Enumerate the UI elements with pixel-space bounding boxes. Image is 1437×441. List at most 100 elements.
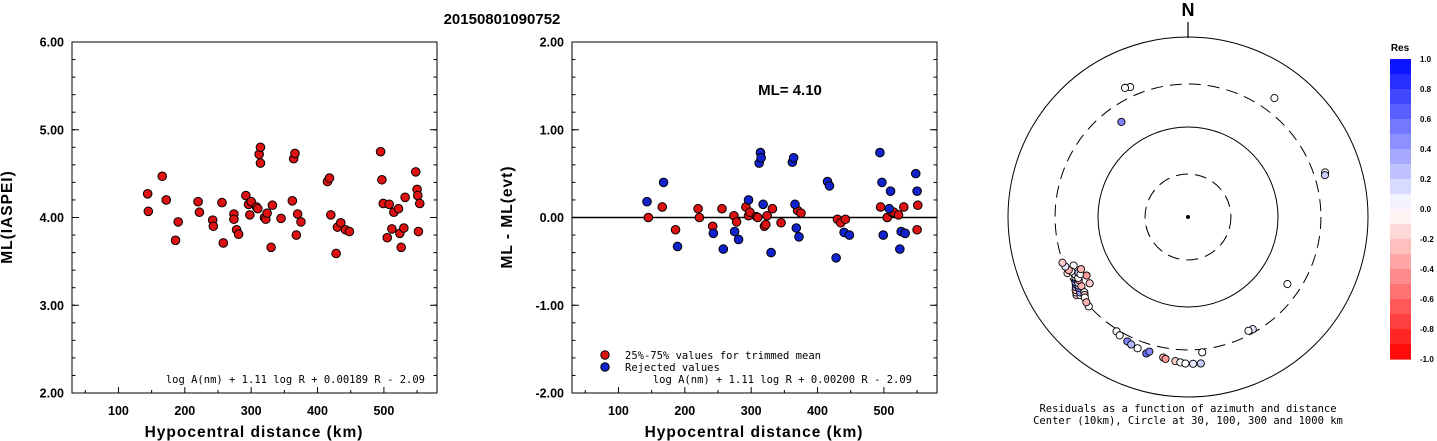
colorbar-cell xyxy=(1390,254,1411,270)
p2-y-tick-label: 2.00 xyxy=(540,36,564,50)
colorbar-tick-label: 1.0 xyxy=(1420,55,1432,64)
p2-point-s1-2 xyxy=(672,241,683,252)
p2-x-tick-label: 200 xyxy=(674,404,695,418)
p1-point-s0-31 xyxy=(287,196,298,206)
p1-point-s0-0 xyxy=(142,189,153,199)
p2-point-s0-28 xyxy=(893,210,904,220)
p2-point-s1-11 xyxy=(758,199,768,210)
p1-y-tick-label: 5.00 xyxy=(40,123,64,137)
colorbar-cell xyxy=(1390,329,1411,345)
p2-point-s1-4 xyxy=(718,244,729,254)
colorbar-cell xyxy=(1390,134,1411,150)
p2-point-s0-4 xyxy=(694,212,705,223)
p1-point-s0-15 xyxy=(233,229,244,239)
p2-point-s1-32 xyxy=(912,186,922,196)
p1-point-s0-1 xyxy=(143,206,154,217)
p2-y-tick-label: 1.00 xyxy=(540,123,564,137)
epicenter-marker xyxy=(1186,215,1190,219)
p1-point-s0-42 xyxy=(335,217,346,228)
p2-point-s1-14 xyxy=(788,153,799,163)
residual-y-ticks: -2.00 -1.00 0.00 1.00 2.00 xyxy=(536,36,937,401)
colorbar-cell xyxy=(1390,164,1411,180)
p1-point-s0-49 xyxy=(384,199,395,210)
station-point-1 xyxy=(1120,83,1130,92)
p1-point-s0-16 xyxy=(241,190,251,201)
p2-y-tick-label: -2.00 xyxy=(536,387,565,401)
station-point-40 xyxy=(1115,331,1124,340)
station-point-47 xyxy=(1161,354,1170,363)
colorbar-cell xyxy=(1390,269,1411,285)
p2-x-tick-label: 100 xyxy=(608,404,629,418)
legend-trimmed-marker xyxy=(600,350,610,360)
p2-point-s1-3 xyxy=(708,228,719,239)
station-residual-points xyxy=(1058,83,1330,368)
ring-30km xyxy=(1144,173,1232,261)
colorbar-cell xyxy=(1390,179,1411,195)
colorbar-tick-label: 0.6 xyxy=(1420,115,1432,124)
event-magnitude-label: ML= 4.10 xyxy=(758,82,822,99)
p2-point-s1-6 xyxy=(733,234,744,245)
colorbar-tick-label: -0.2 xyxy=(1420,235,1434,244)
station-point-42 xyxy=(1127,340,1136,349)
magnitude-x-axis-label: Hypocentral distance (km) xyxy=(145,424,364,441)
magnitude-points xyxy=(142,142,425,259)
p2-point-s1-25 xyxy=(878,230,889,240)
p2-x-tick-label: 400 xyxy=(807,404,828,418)
p1-point-s0-56 xyxy=(400,192,410,203)
p2-point-s1-20 xyxy=(831,253,841,263)
colorbar-cell xyxy=(1390,119,1411,135)
magnitude-plot-frame xyxy=(71,41,438,394)
colorbar-cell xyxy=(1390,59,1411,75)
p1-point-s0-33 xyxy=(290,148,300,159)
p2-point-s1-22 xyxy=(844,230,855,240)
p1-point-s0-61 xyxy=(414,198,425,209)
station-point-4 xyxy=(1320,171,1329,180)
p1-point-s0-10 xyxy=(217,197,227,208)
p1-point-s0-28 xyxy=(266,242,276,253)
p1-point-s0-21 xyxy=(253,203,263,214)
page-title: 20150801090752 xyxy=(444,11,561,28)
p2-y-tick-label: 0.00 xyxy=(540,211,564,225)
p1-point-s0-11 xyxy=(218,238,229,248)
colorbar-cells xyxy=(1390,59,1411,360)
p1-point-s0-27 xyxy=(262,208,272,218)
residual-y-axis-label: ML - ML(evt) xyxy=(499,166,516,269)
p1-point-s0-55 xyxy=(399,223,409,233)
p1-point-s0-24 xyxy=(255,142,266,153)
p2-point-s1-28 xyxy=(895,244,905,254)
station-point-56 xyxy=(1283,280,1292,289)
p2-point-s1-19 xyxy=(824,181,835,191)
station-point-37 xyxy=(1082,271,1091,280)
p1-point-s0-38 xyxy=(324,173,335,183)
p2-point-s0-31 xyxy=(912,200,923,211)
residual-x-axis-label: Hypocentral distance (km) xyxy=(645,424,864,441)
p1-point-s0-34 xyxy=(291,230,302,240)
p1-point-s0-4 xyxy=(170,235,181,246)
colorbar-tick-label: -1.0 xyxy=(1420,355,1434,364)
p1-point-s0-50 xyxy=(387,224,397,234)
colorbar-tick-label: 0.4 xyxy=(1420,145,1432,154)
p2-point-s0-0 xyxy=(643,212,654,223)
p2-point-s1-15 xyxy=(790,199,800,210)
north-label: N xyxy=(1182,0,1195,20)
p1-point-s0-59 xyxy=(412,190,423,201)
colorbar-tick-label: -0.6 xyxy=(1420,295,1434,304)
p2-point-s0-8 xyxy=(731,217,742,227)
p1-point-s0-7 xyxy=(194,207,205,218)
polar-caption-line1: Residuals as a function of azimuth and d… xyxy=(1039,403,1336,415)
colorbar-ticks: 1.0 0.8 0.6 0.4 0.2 0.0 -0.2 -0.4 -0.6 -0.8 -1.0 xyxy=(1420,55,1434,364)
p1-x-tick-label: 200 xyxy=(174,404,195,418)
magnitude-y-ticks: 2.00 3.00 4.00 5.00 6.00 xyxy=(40,36,437,401)
p1-x-tick-label: 100 xyxy=(108,404,129,418)
colorbar-cell xyxy=(1390,74,1411,90)
residual-points xyxy=(642,147,923,263)
colorbar-cell xyxy=(1390,284,1411,300)
colorbar-tick-label: 0.2 xyxy=(1420,175,1432,184)
ring-1000km xyxy=(1007,36,1369,398)
p1-point-s0-54 xyxy=(396,242,406,253)
p1-point-s0-13 xyxy=(229,214,239,225)
p2-point-s0-15 xyxy=(760,219,771,230)
magnitude-chart: 100 200 300 400 500 2.00 3.00 4.00 5.00 6.00 log… xyxy=(0,36,438,441)
p2-point-s0-17 xyxy=(767,203,778,214)
